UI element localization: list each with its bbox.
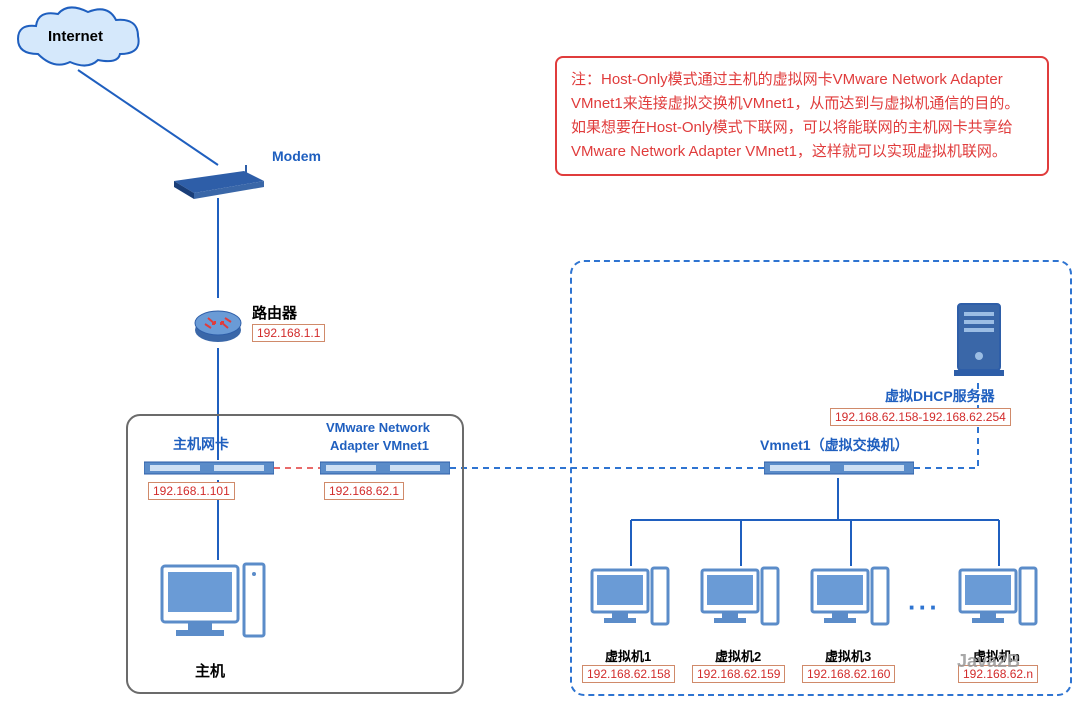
- vm2-icon: [700, 566, 782, 638]
- host-nic-ip: 192.168.1.101: [148, 482, 235, 500]
- vm2-ip: 192.168.62.159: [692, 665, 785, 683]
- dhcp-server-ip: 192.168.62.158-192.168.62.254: [830, 408, 1011, 426]
- host-nic-icon: [144, 460, 274, 476]
- modem-icon: [174, 165, 264, 201]
- internet-cloud: Internet: [8, 4, 148, 74]
- vmn-icon: [958, 566, 1040, 638]
- host-region: [126, 414, 464, 694]
- router-ip: 192.168.1.1: [252, 324, 325, 342]
- vm1-label: 虚拟机1: [605, 646, 651, 665]
- vm3-icon: [810, 566, 892, 638]
- vmnet1-switch-icon: [764, 460, 914, 476]
- vm3-ip: 192.168.62.160: [802, 665, 895, 683]
- vm2-label: 虚拟机2: [715, 646, 761, 665]
- dhcp-server-icon: [952, 300, 1006, 380]
- internet-label: Internet: [48, 28, 103, 45]
- vmnet1-adapter-ip: 192.168.62.1: [324, 482, 404, 500]
- vm1-icon: [590, 566, 672, 638]
- watermark: Java2B: [957, 651, 1020, 672]
- host-nic-label: 主机网卡: [173, 434, 229, 454]
- vm-ellipsis: ···: [908, 592, 940, 623]
- vmnet1-adapter-label-l2: Adapter VMnet1: [330, 438, 429, 453]
- note-text: 注：Host-Only模式通过主机的虚拟网卡VMware Network Ada…: [571, 71, 1019, 160]
- modem-label: Modem: [272, 148, 321, 164]
- router-icon: [193, 298, 243, 348]
- host-pc-icon: [158, 560, 268, 650]
- host-pc-label: 主机: [195, 660, 225, 681]
- router-label: 路由器: [252, 302, 297, 323]
- vmnet1-adapter-icon: [320, 460, 450, 476]
- dhcp-server-label: 虚拟DHCP服务器: [885, 386, 995, 406]
- vm1-ip: 192.168.62.158: [582, 665, 675, 683]
- diagram-canvas: Internet Modem 路由器 192.168.1.1: [0, 0, 1080, 702]
- vm3-label: 虚拟机3: [825, 646, 871, 665]
- vmnet1-switch-label: Vmnet1（虚拟交换机）: [760, 435, 909, 455]
- note-box: 注：Host-Only模式通过主机的虚拟网卡VMware Network Ada…: [555, 56, 1049, 176]
- vmnet1-adapter-label-l1: VMware Network: [326, 420, 430, 435]
